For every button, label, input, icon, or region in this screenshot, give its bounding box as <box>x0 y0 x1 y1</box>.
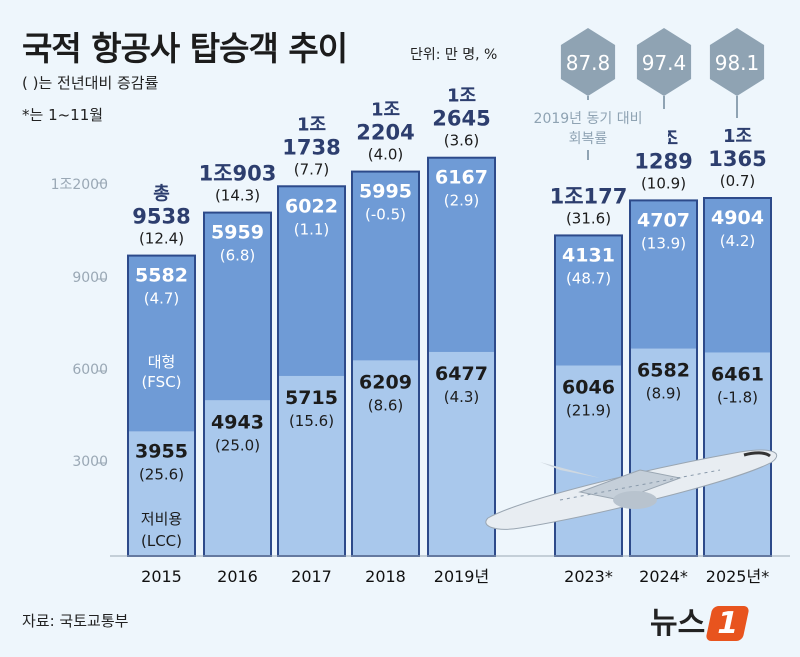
fsc-value: 5959 <box>211 222 264 244</box>
total-pct: (31.6) <box>566 209 611 227</box>
total-value: 총 <box>153 184 170 205</box>
lcc-pct: (4.3) <box>444 388 480 406</box>
fsc-pct: (1.1) <box>294 220 330 238</box>
lcc-value: 4943 <box>211 411 264 433</box>
note-pct: ( )는 전년대비 증감률 <box>22 74 159 92</box>
lcc-pct: (25.0) <box>215 436 260 454</box>
lcc-value: 5715 <box>285 387 338 409</box>
fsc-value: 5582 <box>135 265 188 287</box>
recovery-hexagon <box>709 28 765 96</box>
total-value: 1738 <box>282 135 340 159</box>
fsc-pct: (6.8) <box>220 247 256 265</box>
total-value: 1조 <box>723 126 752 147</box>
total-value: 2645 <box>432 107 490 131</box>
lcc-value: 6209 <box>359 371 412 393</box>
fsc-value: 4131 <box>562 244 615 266</box>
recovery-value: 87.8 <box>566 51 611 75</box>
bar-lcc <box>428 351 495 556</box>
fsc-pct: (4.7) <box>144 290 180 308</box>
news1-logo: 뉴스 1 <box>650 598 750 642</box>
fsc-pct: (-0.5) <box>365 206 406 224</box>
fsc-value: 4904 <box>711 207 764 229</box>
lcc-value: 6461 <box>711 363 764 385</box>
bar-fsc <box>630 200 697 349</box>
lcc-pct: (-1.8) <box>717 388 758 406</box>
bar-lcc <box>278 375 345 556</box>
y-tick: 6000 <box>72 362 108 378</box>
fsc-legend-label: 대형 (FSC) <box>141 353 182 391</box>
x-label: 2015 <box>141 567 182 586</box>
lcc-legend-label: 저비용 <box>141 510 182 528</box>
total-pct: (12.4) <box>139 230 184 248</box>
lcc-value: 6477 <box>435 363 488 385</box>
lcc-pct: (15.6) <box>289 412 334 430</box>
lcc-legend-label: (LCC) <box>141 532 182 550</box>
lcc-pct: (8.9) <box>646 385 682 403</box>
total-value: 1조903 <box>199 162 277 186</box>
fsc-pct: (48.7) <box>566 269 611 287</box>
total-value: 1289 <box>634 149 692 173</box>
total-value: 1조177 <box>550 184 628 208</box>
x-label: 2018 <box>365 567 406 586</box>
fsc-pct: (4.2) <box>720 232 756 250</box>
lcc-pct: (21.9) <box>566 402 611 420</box>
total-pct: (7.7) <box>294 160 330 178</box>
total-value: 1365 <box>708 147 766 171</box>
bar-fsc <box>704 198 771 353</box>
x-label: 2025년* <box>706 567 769 586</box>
fsc-value: 5995 <box>359 181 412 203</box>
total-pct: (3.6) <box>444 132 480 150</box>
recovery-value: 97.4 <box>642 51 687 75</box>
bar-fsc <box>555 235 622 366</box>
bar-fsc <box>128 255 195 432</box>
bar-lcc <box>555 365 622 556</box>
lcc-value: 6046 <box>562 377 615 399</box>
bar-fsc <box>278 186 345 376</box>
lcc-pct: (8.6) <box>368 396 404 414</box>
y-tick: 3000 <box>72 454 108 470</box>
source: 자료: 국토교통부 <box>22 612 129 630</box>
recovery-label: 2019년 동기 대비 회복률 <box>508 109 668 149</box>
fsc-value: 4707 <box>637 209 690 231</box>
total-value: 1조 <box>297 114 326 135</box>
bar-lcc <box>352 360 419 556</box>
x-label: 2017 <box>291 567 332 586</box>
lcc-value: 6582 <box>637 360 690 382</box>
lcc-value: 3955 <box>135 440 188 462</box>
bar-lcc <box>630 348 697 556</box>
bar-fsc <box>352 171 419 361</box>
total-value: 1조 <box>371 100 400 121</box>
unit-label: 단위: 만 명, % <box>410 47 498 63</box>
fsc-pct: (2.9) <box>444 192 480 210</box>
x-label: 2016 <box>217 567 258 586</box>
fsc-pct: (13.9) <box>641 234 686 252</box>
bar-fsc <box>428 157 495 352</box>
fsc-value: 6167 <box>435 167 488 189</box>
total-pct: (4.0) <box>368 146 404 164</box>
y-tick: 1조2000 <box>50 177 108 193</box>
x-label: 2019년 <box>434 567 489 586</box>
total-value: 2204 <box>356 121 414 145</box>
chart-title: 국적 항공사 탑승객 추이 <box>22 29 348 68</box>
total-value: 1조 <box>447 86 476 107</box>
note-asterisk: *는 1~11월 <box>22 106 104 124</box>
bar-lcc <box>204 400 271 556</box>
x-label: 2024* <box>639 567 688 586</box>
total-pct: (10.9) <box>641 174 686 192</box>
total-value: 9538 <box>132 205 190 229</box>
recovery-hexagon <box>636 28 692 96</box>
lcc-pct: (25.6) <box>139 465 184 483</box>
y-tick: 9000 <box>72 270 108 286</box>
x-label: 2023* <box>564 567 613 586</box>
fsc-value: 6022 <box>285 195 338 217</box>
total-pct: (0.7) <box>720 172 756 190</box>
recovery-value: 98.1 <box>715 51 760 75</box>
total-pct: (14.3) <box>215 187 260 205</box>
recovery-hexagon <box>560 28 616 96</box>
bar-lcc <box>128 431 195 556</box>
bar-fsc <box>204 212 271 401</box>
airplane-icon <box>485 449 778 530</box>
